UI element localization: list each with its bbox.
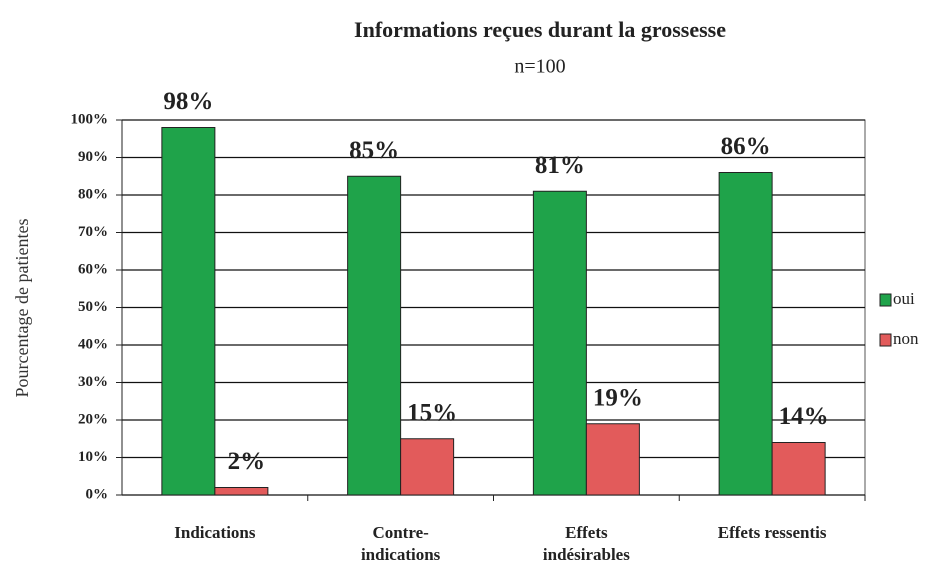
x-tick-label: Effets ressentis: [717, 523, 827, 542]
legend-label: oui: [893, 289, 915, 308]
y-tick-label: 40%: [78, 336, 108, 352]
y-tick-label: 60%: [78, 261, 108, 277]
y-tick-label: 100%: [71, 111, 109, 127]
data-label: 2%: [228, 448, 266, 475]
bar: [161, 127, 216, 496]
bar: [347, 175, 402, 496]
y-tick-label: 80%: [78, 186, 108, 202]
y-tick-label: 20%: [78, 411, 108, 427]
chart-title: Informations reçues durant la grossesse: [354, 17, 726, 42]
data-label: 81%: [535, 152, 585, 179]
x-tick-label: Effets indésirables: [542, 523, 630, 564]
bar: [214, 487, 269, 496]
x-tick-label: Indications: [174, 523, 256, 542]
bar: [771, 442, 826, 496]
y-tick-label: 70%: [78, 224, 108, 240]
y-tick-label: 90%: [78, 149, 108, 165]
legend-label: non: [893, 329, 919, 348]
bar: [400, 438, 455, 496]
data-label: 85%: [349, 137, 399, 164]
chart-subtitle: n=100: [514, 56, 565, 78]
y-tick-label: 30%: [78, 374, 108, 390]
data-label: 86%: [721, 133, 771, 160]
y-tick-label: 0%: [86, 486, 109, 502]
legend-swatch: [879, 293, 892, 307]
data-label: 19%: [593, 384, 643, 411]
data-label: 14%: [779, 403, 829, 430]
y-tick-label: 50%: [78, 299, 108, 315]
x-tick-label: Contre-indications: [360, 523, 441, 564]
bar: [532, 190, 587, 496]
bar: [585, 423, 640, 496]
bar: [718, 172, 773, 496]
y-axis-label: Pourcentage de patientes: [12, 219, 32, 398]
data-label: 98%: [163, 88, 213, 115]
data-label: 15%: [407, 399, 457, 426]
y-tick-label: 10%: [78, 449, 108, 465]
legend-swatch: [879, 333, 892, 347]
